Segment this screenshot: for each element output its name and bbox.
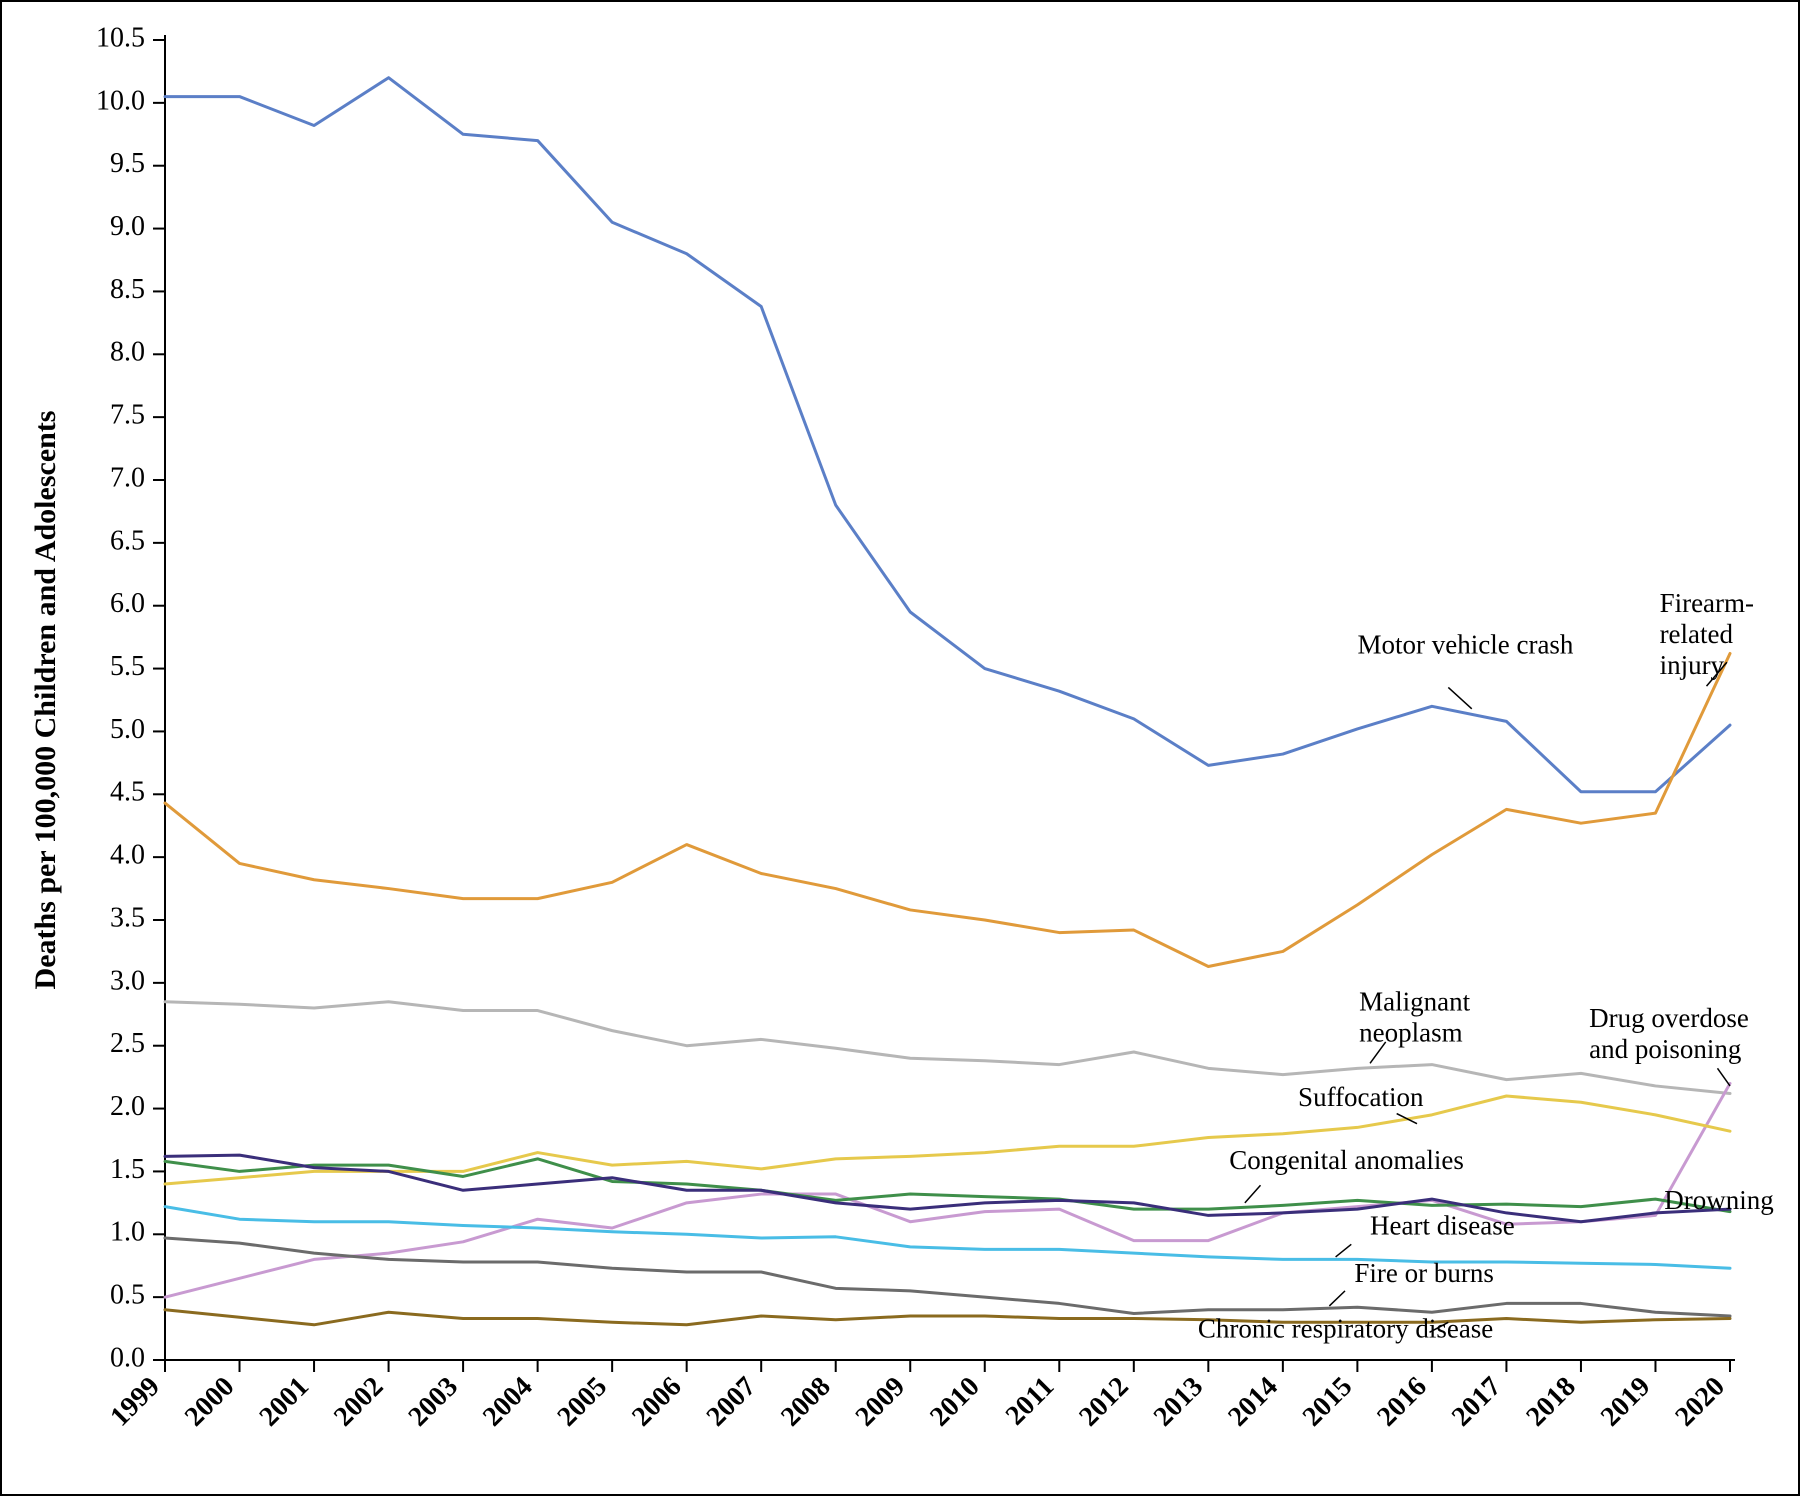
svg-text:5.0: 5.0 [110, 714, 145, 745]
svg-text:7.0: 7.0 [110, 462, 145, 493]
svg-text:1.5: 1.5 [110, 1154, 145, 1185]
svg-text:Heart disease: Heart disease [1370, 1210, 1515, 1240]
line-chart: 0.0 0.5 1.0 1.5 2.0 2.5 3.0 3.5 4.0 4.5 5.0 5.5 6.0 6… [0, 0, 1800, 1496]
svg-text:8.5: 8.5 [110, 274, 145, 305]
svg-text:9.5: 9.5 [110, 148, 145, 179]
svg-text:10.5: 10.5 [96, 22, 145, 53]
svg-text:Fire or burns: Fire or burns [1354, 1258, 1493, 1288]
svg-text:neoplasm: neoplasm [1359, 1018, 1462, 1048]
svg-text:1.0: 1.0 [110, 1217, 145, 1248]
svg-text:7.5: 7.5 [110, 400, 145, 431]
svg-text:and poisoning: and poisoning [1589, 1034, 1741, 1064]
svg-text:6.5: 6.5 [110, 525, 145, 556]
svg-text:Malignant: Malignant [1359, 987, 1470, 1017]
svg-text:injury: injury [1660, 650, 1725, 680]
svg-text:5.5: 5.5 [110, 651, 145, 682]
svg-text:6.0: 6.0 [110, 588, 145, 619]
svg-text:0.0: 0.0 [110, 1342, 145, 1373]
svg-text:10.0: 10.0 [96, 85, 145, 116]
svg-text:3.0: 3.0 [110, 965, 145, 996]
svg-text:Chronic respiratory disease: Chronic respiratory disease [1198, 1313, 1493, 1343]
svg-text:Drug overdose: Drug overdose [1589, 1003, 1749, 1033]
svg-text:Motor vehicle crash: Motor vehicle crash [1358, 629, 1574, 659]
chart-container: 0.0 0.5 1.0 1.5 2.0 2.5 3.0 3.5 4.0 4.5 5.0 5.5 6.0 6… [0, 0, 1800, 1496]
svg-text:4.0: 4.0 [110, 840, 145, 871]
svg-text:8.0: 8.0 [110, 337, 145, 368]
svg-text:Suffocation: Suffocation [1298, 1082, 1424, 1112]
svg-text:Firearm-: Firearm- [1660, 588, 1754, 618]
svg-text:Drowning: Drowning [1664, 1185, 1774, 1215]
svg-text:4.5: 4.5 [110, 777, 145, 808]
svg-text:Congenital anomalies: Congenital anomalies [1229, 1145, 1464, 1175]
svg-text:2.5: 2.5 [110, 1028, 145, 1059]
svg-text:2.0: 2.0 [110, 1091, 145, 1122]
svg-text:related: related [1660, 619, 1734, 649]
svg-text:9.0: 9.0 [110, 211, 145, 242]
svg-text:0.5: 0.5 [110, 1280, 145, 1311]
svg-text:3.5: 3.5 [110, 902, 145, 933]
svg-text:Deaths per 100,000 Children an: Deaths per 100,000 Children and Adolesce… [29, 411, 62, 990]
